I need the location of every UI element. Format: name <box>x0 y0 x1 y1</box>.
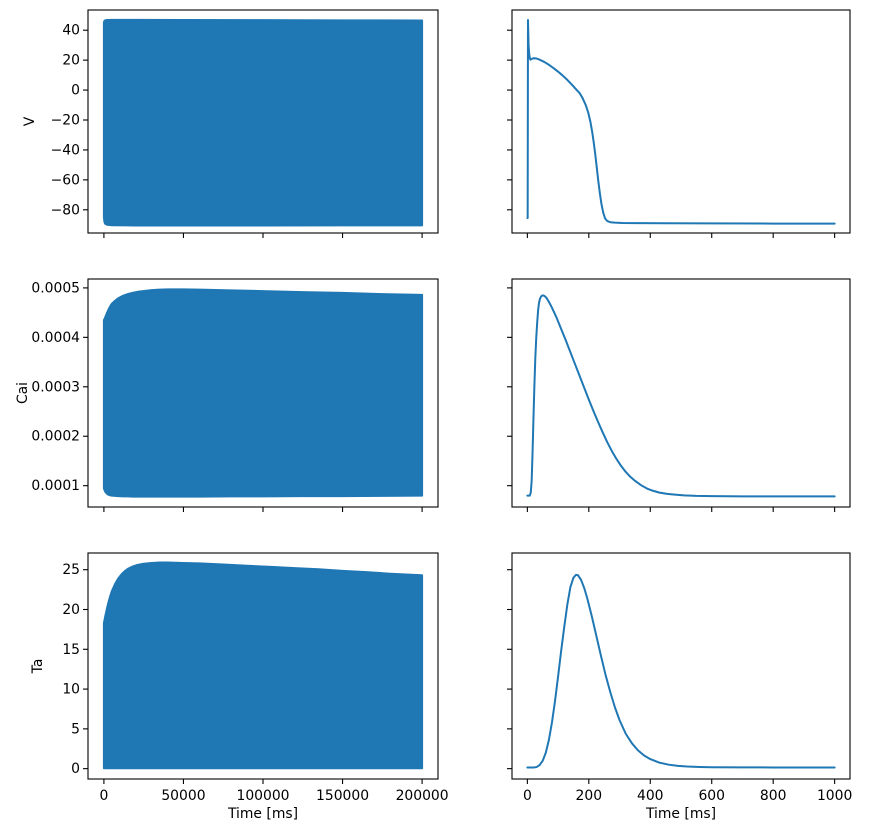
subplot-cai-beat <box>507 278 851 512</box>
y-tick-label: 0.0003 <box>31 379 80 395</box>
x-tick-label: 0 <box>99 788 108 804</box>
x-tick-label: 100000 <box>236 788 289 804</box>
y-tick-label: 20 <box>62 53 80 69</box>
y-tick-label: 0 <box>71 761 80 777</box>
subplot-ta-overview: 0 50000 100000 150000 200000 0 5 10 15 20 25 Time [… <box>30 552 449 822</box>
y-tick-label: −80 <box>51 202 80 218</box>
series-envelope <box>102 288 424 498</box>
subplot-ta-beat: 0 200 400 600 800 1000 Time [ms] <box>507 552 852 822</box>
series-envelope <box>102 561 424 770</box>
y-tick-label: 40 <box>62 23 80 39</box>
x-axis-label: Time [ms] <box>227 806 298 822</box>
y-tick-label: 0 <box>71 83 80 99</box>
axes-spines <box>511 278 851 508</box>
x-tick-label: 400 <box>637 788 664 804</box>
subplot-v-beat <box>507 9 851 238</box>
y-tick-label: 15 <box>62 642 80 658</box>
x-tick-label: 150000 <box>316 788 369 804</box>
x-tick-label: 50000 <box>161 788 205 804</box>
subplot-v-overview: 40 20 0 −20 −40 −60 −80 V <box>22 9 439 238</box>
y-tick-label: 0.0002 <box>31 429 80 445</box>
y-tick-label: −60 <box>51 172 80 188</box>
axes-spines <box>511 9 851 234</box>
y-tick-label: 0.0001 <box>31 478 80 494</box>
x-tick-label: 800 <box>760 788 787 804</box>
series-line <box>526 294 836 498</box>
x-axis-label: Time [ms] <box>645 806 716 822</box>
series-envelope <box>102 18 424 227</box>
series-line <box>526 19 836 225</box>
y-axis-label: V <box>22 116 38 126</box>
x-tick-label: 0 <box>523 788 532 804</box>
y-axis-label: Ta <box>30 659 46 675</box>
subplot-cai-overview: 0.0001 0.0002 0.0003 0.0004 0.0005 Cai <box>15 278 439 512</box>
y-tick-label: 5 <box>71 721 80 737</box>
axes-spines <box>511 552 851 780</box>
x-tick-label: 1000 <box>817 788 852 804</box>
y-tick-label: −40 <box>51 142 80 158</box>
y-tick-label: 25 <box>62 562 80 578</box>
y-tick-label: 10 <box>62 682 80 698</box>
y-tick-label: 0.0004 <box>31 330 80 346</box>
x-tick-label: 200 <box>576 788 603 804</box>
x-tick-label: 200000 <box>396 788 449 804</box>
y-tick-label: 0.0005 <box>31 280 80 296</box>
y-tick-label: 20 <box>62 602 80 618</box>
y-tick-label: −20 <box>51 113 80 129</box>
x-tick-label: 600 <box>698 788 725 804</box>
y-axis-label: Cai <box>15 382 31 404</box>
series-line <box>526 573 836 769</box>
